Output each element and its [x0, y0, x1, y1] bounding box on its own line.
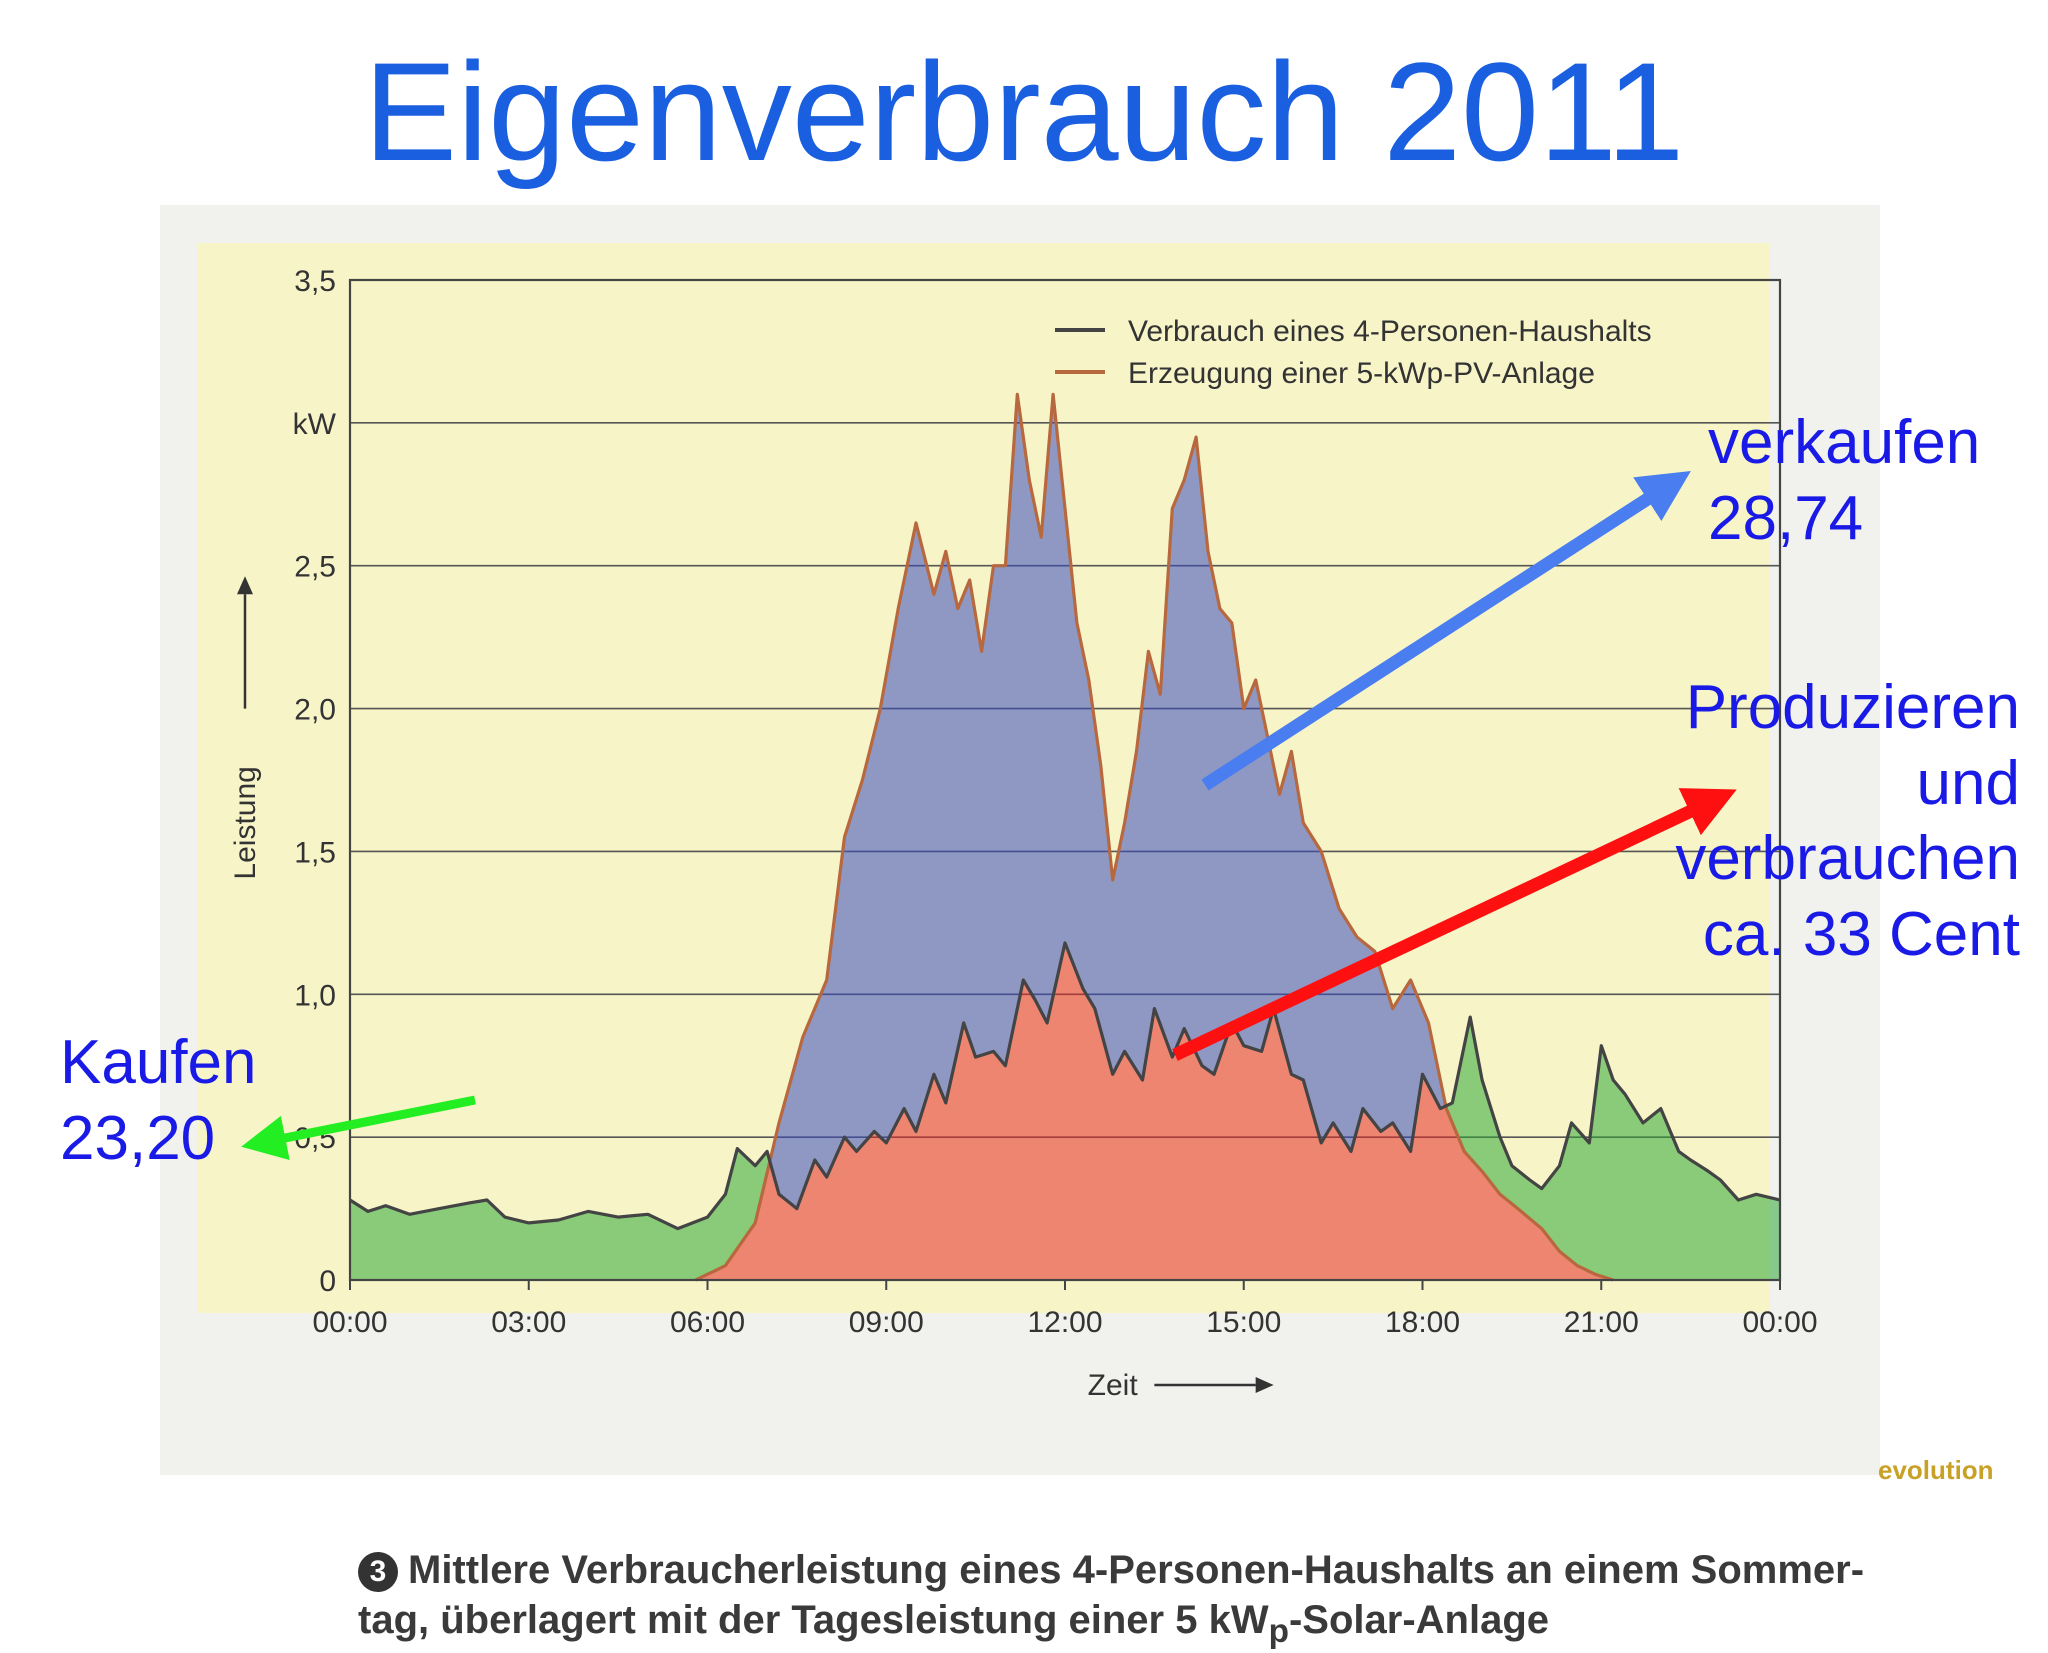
- caption-line-1: Mittlere Verbraucherleistung eines 4-Per…: [408, 1548, 1865, 1592]
- sell-value: 28,74: [1708, 483, 1864, 553]
- sell-annotation: verkaufen 28,74: [1708, 405, 1980, 556]
- x-tick-label: 12:00: [1027, 1306, 1102, 1339]
- x-axis-title: Zeit: [1088, 1369, 1139, 1402]
- buy-label: Kaufen: [60, 1028, 257, 1097]
- self-consumption-area: [350, 942, 1780, 1280]
- y-tick-label: 2,5: [294, 551, 336, 584]
- y-tick-label: 1,0: [294, 979, 336, 1012]
- purchase-area: [350, 394, 1780, 1280]
- x-tick-label: 09:00: [849, 1306, 924, 1339]
- x-tick-label: 00:00: [1742, 1306, 1817, 1339]
- self-consumption-annotation: Produzieren und verbrauchen ca. 33 Cent: [1640, 670, 2020, 973]
- y-tick-label: kW: [293, 408, 337, 441]
- caption-line-2a: tag, überlagert mit der Tagesleistung ei…: [358, 1598, 1269, 1642]
- self-value: ca. 33 Cent: [1702, 899, 2020, 969]
- buy-value: 23,20: [60, 1103, 216, 1173]
- caption-line-2b: -Solar-Anlage: [1288, 1598, 1549, 1642]
- self-label-1: Produzieren: [1685, 673, 2020, 742]
- x-tick-label: 18:00: [1385, 1306, 1460, 1339]
- x-tick-label: 00:00: [312, 1306, 387, 1339]
- x-axis-arrowhead: [1255, 1377, 1274, 1393]
- slide-title: Eigenverbrauch 2011: [363, 33, 1685, 190]
- buy-annotation: Kaufen 23,20: [60, 1025, 257, 1176]
- footer-logo: evolution: [1878, 1455, 1994, 1485]
- y-axis-title: Leistung: [229, 766, 262, 879]
- x-tick-label: 03:00: [491, 1306, 566, 1339]
- y-axis-arrowhead: [237, 576, 253, 595]
- chart: 0 0,5 1,0 1,5 2,0 2,5 kW 3,5 00:00 03:00 06:00 09:0…: [198, 243, 1818, 1402]
- y-tick-label: 0: [319, 1265, 336, 1298]
- y-tick-label: 0,5: [294, 1122, 336, 1155]
- x-tick-label: 15:00: [1206, 1306, 1281, 1339]
- figure-caption: 3 Mittlere Verbraucherleistung eines 4-Pe…: [358, 1545, 1998, 1653]
- y-tick-label: 1,5: [294, 836, 336, 869]
- legend-label: Erzeugung einer 5-kWp-PV-Anlage: [1128, 357, 1595, 390]
- caption-number-badge: 3: [358, 1552, 398, 1592]
- y-tick-label: 3,5: [294, 265, 336, 298]
- x-tick-label: 06:00: [670, 1306, 745, 1339]
- y-tick-label: 2,0: [294, 694, 336, 727]
- self-label-3: verbrauchen: [1675, 824, 2020, 894]
- series-line-consumption: [349, 941, 1781, 1231]
- scanned-figure: 0 0,5 1,0 1,5 2,0 2,5 kW 3,5 00:00 03:00 06:00 09:0…: [160, 205, 1880, 1650]
- self-label-2: und: [1916, 748, 2020, 818]
- sell-label: verkaufen: [1708, 408, 1981, 477]
- x-tick-label: 21:00: [1564, 1306, 1639, 1339]
- caption-line-2-subscript: p: [1268, 1613, 1289, 1650]
- legend-label: Verbrauch eines 4-Personen-Haushalts: [1128, 315, 1652, 348]
